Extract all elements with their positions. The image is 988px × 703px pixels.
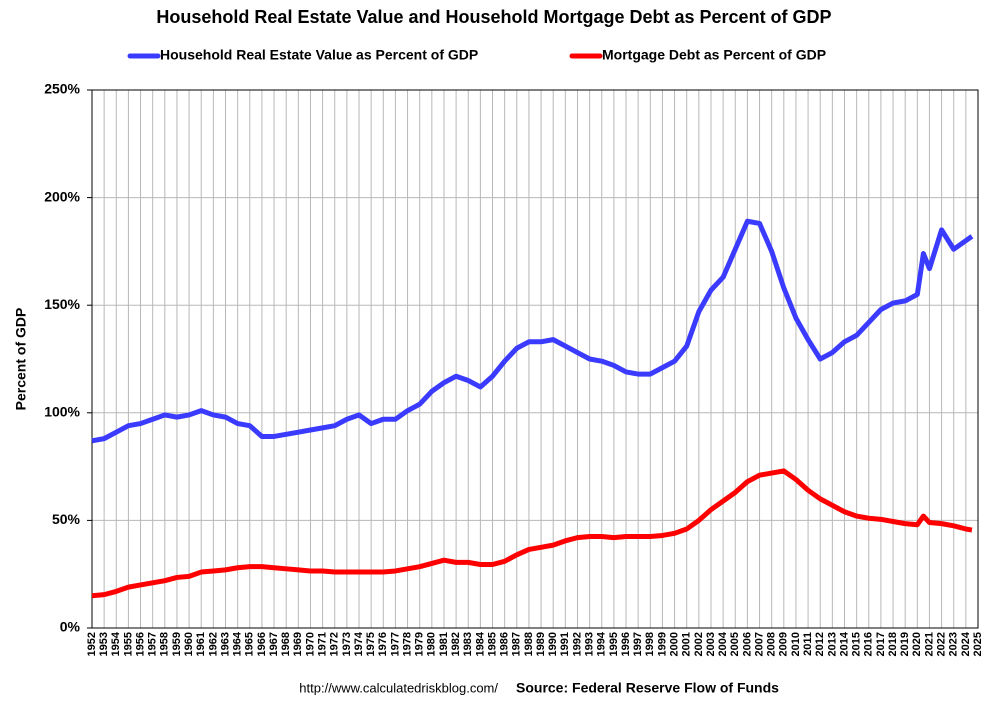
x-tick-label: 2012 <box>814 632 826 656</box>
y-tick-label: 150% <box>44 296 80 312</box>
x-tick-label: 1966 <box>256 632 268 656</box>
x-tick-label: 1997 <box>632 632 644 656</box>
x-tick-label: 1973 <box>341 632 353 656</box>
x-tick-label: 1999 <box>656 632 668 656</box>
x-tick-label: 1979 <box>414 632 426 656</box>
x-tick-label: 2025 <box>972 632 984 656</box>
x-tick-label: 1984 <box>474 631 486 656</box>
x-tick-label: 2000 <box>668 632 680 656</box>
chart-title: Household Real Estate Value and Househol… <box>156 7 831 27</box>
x-tick-label: 1970 <box>304 632 316 656</box>
x-tick-label: 1982 <box>450 632 462 656</box>
y-tick-label: 50% <box>52 511 81 527</box>
plot-border <box>91 89 979 629</box>
series-line <box>91 218 974 444</box>
x-tick-label: 1976 <box>377 632 389 656</box>
x-tick-label: 1998 <box>644 632 656 656</box>
x-tick-label: 1980 <box>426 632 438 656</box>
y-tick-label: 200% <box>44 188 80 204</box>
x-tick-label: 1993 <box>584 632 596 656</box>
x-tick-label: 1974 <box>353 631 365 656</box>
x-tick-label: 1972 <box>329 632 341 656</box>
x-tick-label: 1957 <box>147 632 159 656</box>
x-tick-label: 2010 <box>790 632 802 656</box>
x-tick-label: 1986 <box>499 632 511 656</box>
x-tick-label: 1967 <box>268 632 280 656</box>
y-axis-label: Percent of GDP <box>13 308 29 411</box>
x-tick-label: 1963 <box>219 632 231 656</box>
x-tick-label: 2004 <box>717 631 729 656</box>
x-tick-label: 2022 <box>935 632 947 656</box>
x-tick-label: 1988 <box>523 632 535 656</box>
x-tick-label: 1983 <box>462 632 474 656</box>
x-tick-label: 2019 <box>899 632 911 656</box>
legend-label: Household Real Estate Value as Percent o… <box>160 47 478 63</box>
x-tick-label: 1977 <box>389 632 401 656</box>
x-tick-label: 1995 <box>608 632 620 656</box>
x-tick-label: 1994 <box>596 631 608 656</box>
source: Source: Federal Reserve Flow of Funds <box>516 680 779 696</box>
x-tick-label: 2008 <box>766 632 778 656</box>
x-tick-label: 2020 <box>911 632 923 656</box>
x-tick-label: 1954 <box>110 631 122 656</box>
x-tick-label: 1991 <box>559 632 571 656</box>
x-tick-label: 2001 <box>681 632 693 656</box>
x-tick-label: 2016 <box>863 632 875 656</box>
x-tick-label: 2018 <box>887 632 899 656</box>
x-tick-label: 1959 <box>171 632 183 656</box>
x-tick-label: 1962 <box>207 632 219 656</box>
legend-label: Mortgage Debt as Percent of GDP <box>602 47 826 63</box>
x-tick-label: 1969 <box>292 632 304 656</box>
x-tick-label: 2009 <box>778 632 790 656</box>
series-line <box>91 468 973 599</box>
x-tick-label: 2017 <box>875 632 887 656</box>
x-tick-label: 1981 <box>438 632 450 656</box>
y-tick-label: 0% <box>60 619 81 635</box>
x-tick-label: 1992 <box>571 632 583 656</box>
x-tick-label: 1985 <box>486 632 498 656</box>
x-tick-label: 1990 <box>547 632 559 656</box>
y-tick-label: 100% <box>44 404 80 420</box>
x-tick-label: 1960 <box>183 632 195 656</box>
x-tick-label: 1965 <box>244 632 256 656</box>
y-tick-label: 250% <box>44 81 80 97</box>
x-tick-label: 1975 <box>365 632 377 656</box>
x-tick-label: 2021 <box>923 632 935 656</box>
x-tick-label: 2002 <box>693 632 705 656</box>
x-tick-label: 2023 <box>948 632 960 656</box>
x-tick-label: 1961 <box>195 632 207 656</box>
x-tick-label: 1978 <box>401 632 413 656</box>
x-tick-label: 2024 <box>960 631 972 656</box>
x-tick-label: 1958 <box>159 632 171 656</box>
x-tick-label: 2014 <box>838 631 850 656</box>
x-tick-label: 1955 <box>122 632 134 656</box>
x-tick-label: 2013 <box>826 632 838 656</box>
x-tick-label: 1996 <box>620 632 632 656</box>
x-tick-label: 2003 <box>705 632 717 656</box>
x-tick-label: 1956 <box>134 632 146 656</box>
x-tick-label: 1971 <box>317 632 329 656</box>
x-tick-label: 1964 <box>232 631 244 656</box>
source-url: http://www.calculatedriskblog.com/ <box>299 680 498 695</box>
x-tick-label: 2005 <box>729 632 741 656</box>
x-tick-label: 2011 <box>802 632 814 656</box>
x-tick-label: 2006 <box>741 632 753 656</box>
x-tick-label: 2015 <box>851 632 863 656</box>
x-tick-label: 1968 <box>280 632 292 656</box>
x-tick-label: 1987 <box>511 632 523 656</box>
x-tick-label: 1952 <box>86 632 98 656</box>
x-tick-label: 2007 <box>753 632 765 656</box>
x-tick-label: 1953 <box>98 632 110 656</box>
x-tick-label: 1989 <box>535 632 547 656</box>
